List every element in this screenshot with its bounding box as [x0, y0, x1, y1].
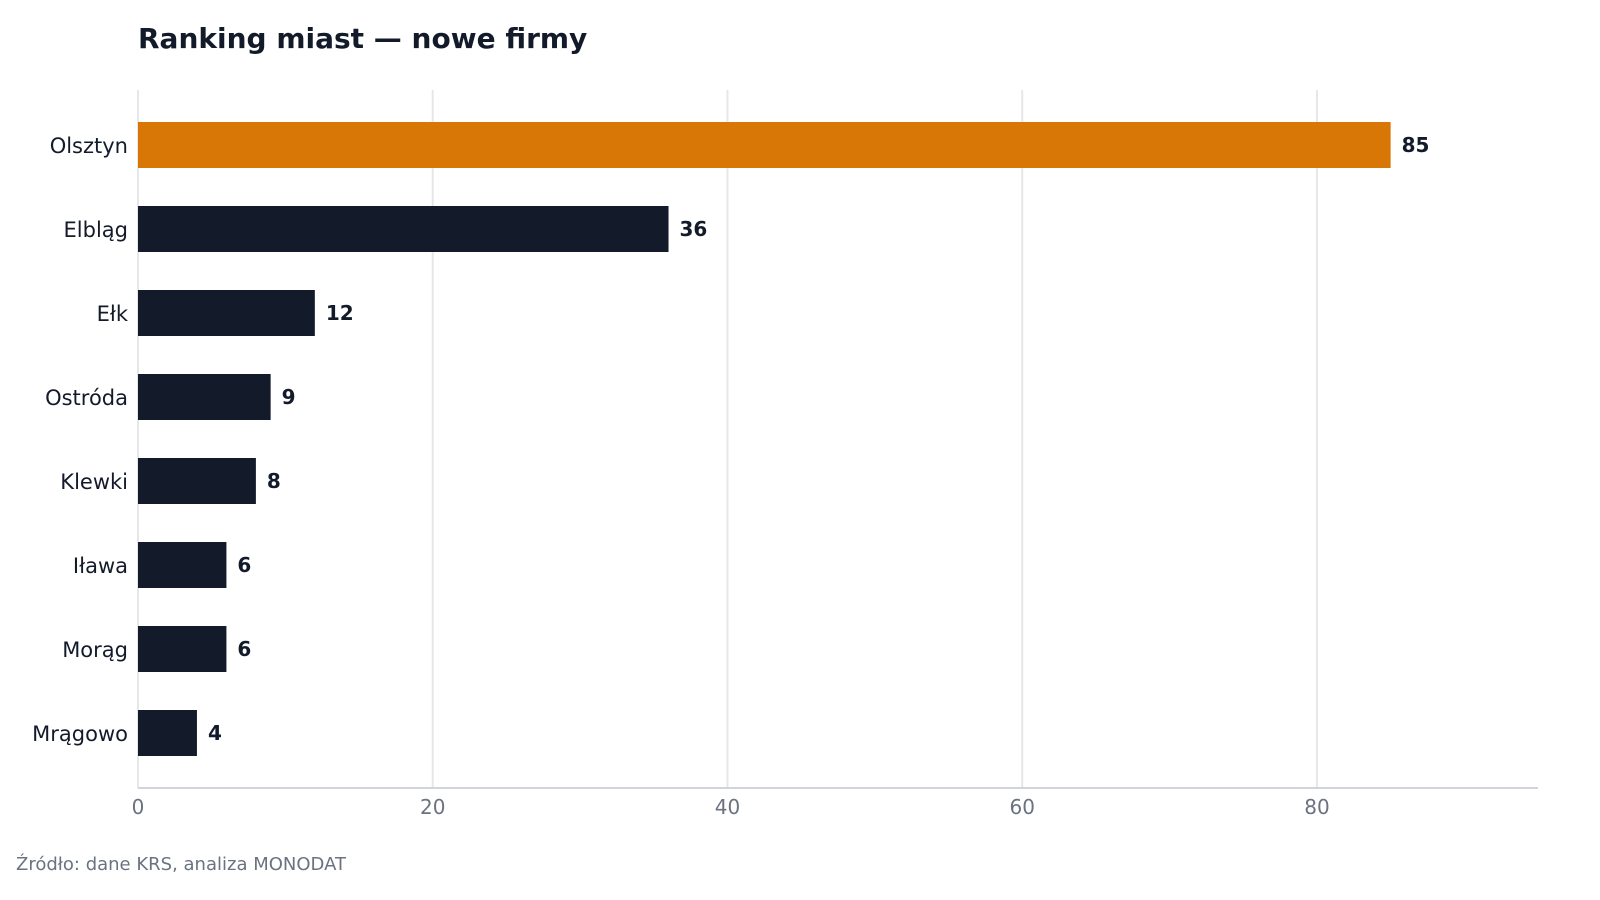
- y-category-label: Iława: [73, 554, 128, 578]
- bar: [138, 710, 197, 756]
- value-label: 6: [237, 637, 251, 661]
- y-category-label: Morąg: [62, 638, 128, 662]
- y-category-label: Elbląg: [64, 218, 128, 242]
- x-tick-label: 80: [1304, 795, 1329, 819]
- x-tick-label: 60: [1009, 795, 1034, 819]
- bar: [138, 206, 669, 252]
- value-label: 12: [326, 301, 354, 325]
- bar: [138, 626, 227, 672]
- y-axis-categories: Olsztyn Elbląg Ełk Ostróda Klewki Iława Morąg M…: [32, 134, 129, 746]
- bar: [138, 290, 315, 336]
- value-label: 4: [208, 721, 222, 745]
- grid-lines: [137, 90, 1318, 788]
- source-note: Źródło: dane KRS, analiza MONODAT: [16, 854, 346, 875]
- bar: [138, 458, 256, 504]
- value-label: 9: [282, 385, 296, 409]
- bar: [138, 122, 1391, 168]
- value-label: 36: [680, 217, 708, 241]
- x-tick-label: 40: [715, 795, 740, 819]
- y-category-label: Klewki: [60, 470, 128, 494]
- chart-title: Ranking miast — nowe firmy: [138, 22, 588, 55]
- y-category-label: Olsztyn: [50, 134, 128, 158]
- bar: [138, 542, 227, 588]
- x-axis: 0 20 40 60 80: [132, 787, 1538, 819]
- value-label: 6: [237, 553, 251, 577]
- bars: 85 36 12 9 8 6 6 4: [138, 122, 1429, 756]
- x-tick-label: 0: [132, 795, 145, 819]
- value-label: 8: [267, 469, 281, 493]
- y-category-label: Ełk: [97, 302, 129, 326]
- x-tick-label: 20: [420, 795, 445, 819]
- y-category-label: Mrągowo: [32, 722, 128, 746]
- y-category-label: Ostróda: [45, 386, 128, 410]
- value-label: 85: [1402, 133, 1430, 157]
- bar: [138, 374, 271, 420]
